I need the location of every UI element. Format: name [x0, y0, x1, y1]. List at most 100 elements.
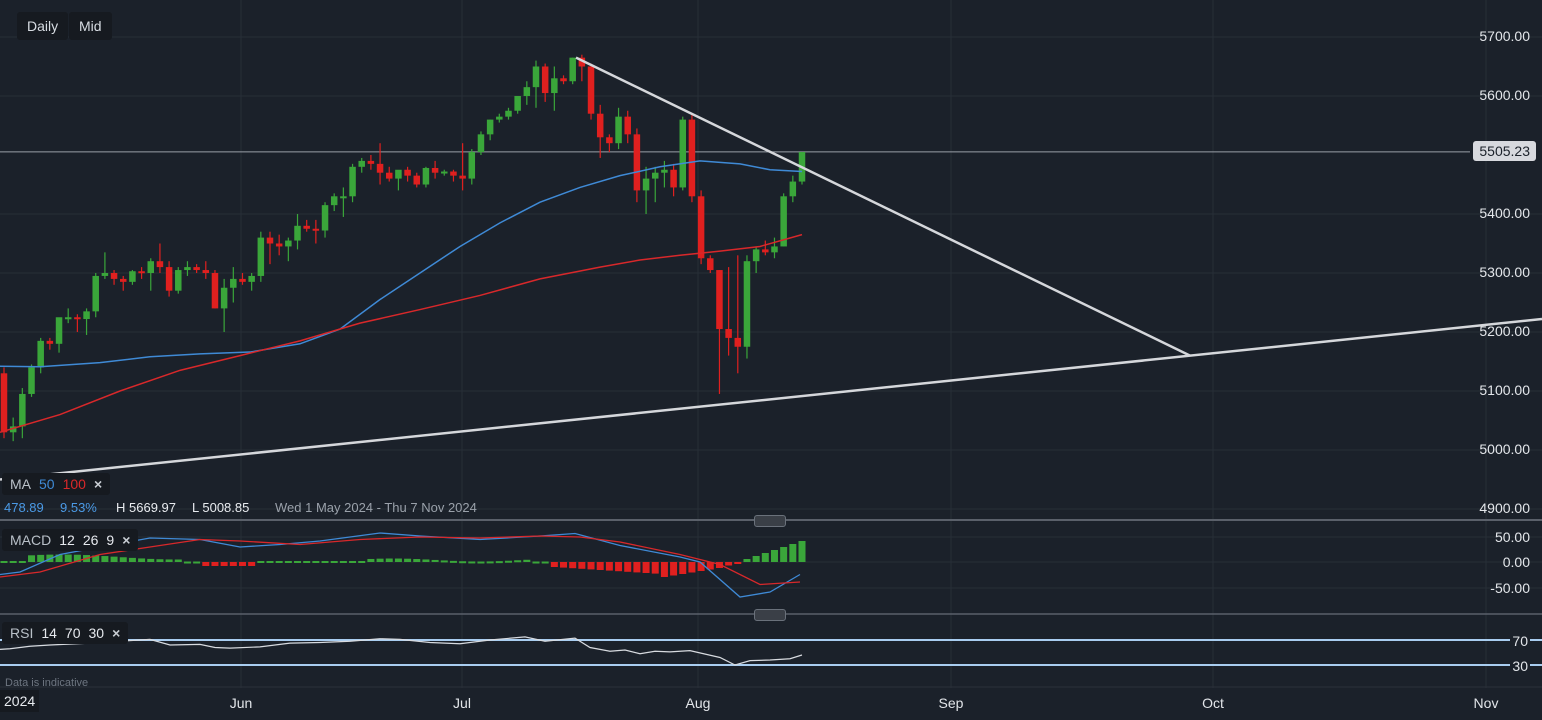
candle-body: [789, 181, 797, 197]
macd-close-icon[interactable]: ×: [122, 532, 131, 548]
candle-body: [303, 225, 310, 229]
macd-bar: [37, 554, 45, 562]
price-type-selector[interactable]: Mid: [69, 12, 112, 40]
pane-resize-handle-rsi[interactable]: [754, 609, 786, 621]
macd-bar: [367, 558, 375, 562]
macd-bar: [560, 562, 568, 568]
macd-bar: [532, 561, 540, 564]
macd-bar: [550, 562, 558, 567]
macd-bar: [321, 561, 329, 563]
price-axis-label: 5700.00: [1479, 28, 1530, 44]
candle-body: [46, 340, 54, 344]
candle-body: [587, 66, 595, 114]
macd-bar: [615, 562, 623, 572]
macd-bar: [330, 561, 338, 563]
macd-bar: [220, 562, 228, 566]
macd-bar: [394, 558, 402, 562]
candle-body: [285, 240, 292, 247]
rsi-legend[interactable]: RSI 14 70 30 ×: [2, 622, 129, 644]
macd-bar: [18, 561, 26, 563]
rsi-axis-70: 70: [1510, 633, 1530, 649]
macd-bar: [9, 561, 17, 563]
macd-legend[interactable]: MACD 12 26 9 ×: [2, 529, 139, 551]
price-axis-label: 5200.00: [1479, 323, 1530, 339]
candle-body: [129, 271, 136, 282]
candle-body: [707, 258, 714, 271]
macd-bar: [587, 562, 595, 570]
pane-resize-handle-macd[interactable]: [754, 515, 786, 527]
candle-body: [275, 243, 283, 247]
price-axis-label: 5600.00: [1479, 87, 1530, 103]
macd-bar: [743, 559, 751, 562]
macd-bar: [459, 561, 467, 564]
candle-body: [257, 237, 265, 276]
macd-bar: [413, 559, 421, 562]
candle-body: [688, 119, 696, 197]
candle-body: [376, 163, 384, 173]
candle-body: [560, 78, 567, 82]
candle-body: [74, 317, 81, 320]
ma-fast-period: 50: [39, 476, 55, 492]
month-label-jun: Jun: [229, 695, 253, 711]
candle-body: [156, 261, 164, 268]
year-label: 2024: [0, 690, 40, 712]
candle-body: [119, 278, 127, 282]
rsi-label: RSI: [10, 625, 34, 641]
rsi-lower: 30: [88, 625, 105, 641]
candle-body: [184, 267, 191, 271]
macd-bar: [697, 562, 705, 571]
candle-body: [431, 167, 439, 173]
candle-body: [55, 317, 63, 344]
macd-bar: [211, 562, 219, 566]
rsi-close-icon[interactable]: ×: [112, 625, 121, 641]
macd-bar: [486, 561, 494, 564]
change-value: 478.89: [4, 500, 44, 515]
interval-selector[interactable]: Daily: [17, 12, 69, 40]
macd-bar: [468, 561, 476, 564]
candle-body: [716, 270, 723, 330]
macd-bar: [706, 562, 714, 570]
candle-body: [624, 116, 631, 135]
date-range: Wed 1 May 2024 - Thu 7 Nov 2024: [275, 500, 477, 515]
macd-bar: [789, 544, 797, 562]
candle-body: [321, 205, 329, 231]
price-axis-label: 5100.00: [1479, 382, 1530, 398]
month-label-jul: Jul: [453, 695, 471, 711]
macd-bar: [73, 554, 81, 562]
macd-bar: [55, 554, 63, 562]
candle-body: [37, 340, 44, 368]
macd-bar: [404, 558, 412, 562]
candle-body: [175, 270, 182, 291]
candle-body: [780, 196, 787, 247]
candle-body: [367, 160, 375, 164]
macd-bar: [193, 561, 201, 564]
macd-bar: [183, 561, 191, 564]
macd-bar: [780, 547, 788, 562]
price-axis-label: 5300.00: [1479, 264, 1530, 280]
candle-body: [459, 175, 466, 179]
candle-body: [92, 275, 99, 312]
price-axis-label: 4900.00: [1479, 500, 1530, 516]
ma-close-icon[interactable]: ×: [93, 476, 103, 492]
macd-bar: [0, 561, 8, 563]
macd-label: MACD: [10, 532, 52, 548]
macd-signal: 9: [106, 532, 115, 548]
macd-bar: [670, 562, 678, 576]
macd-bar: [605, 562, 613, 571]
candle-body: [211, 273, 219, 309]
data-disclaimer: Data is indicative: [5, 677, 89, 689]
candle-body: [413, 175, 421, 185]
ma-legend[interactable]: MA 50 100 ×: [2, 473, 111, 495]
candle-body: [661, 169, 668, 173]
change-percent: 9.53%: [60, 500, 97, 515]
candle-body: [569, 57, 576, 82]
macd-bar: [431, 559, 439, 562]
macd-bar: [770, 550, 778, 562]
candle-body: [0, 373, 8, 433]
candle-body: [578, 57, 586, 67]
macd-bar: [514, 560, 522, 563]
candle-body: [551, 78, 558, 94]
macd-bar: [101, 556, 109, 562]
macd-bar: [229, 562, 237, 566]
